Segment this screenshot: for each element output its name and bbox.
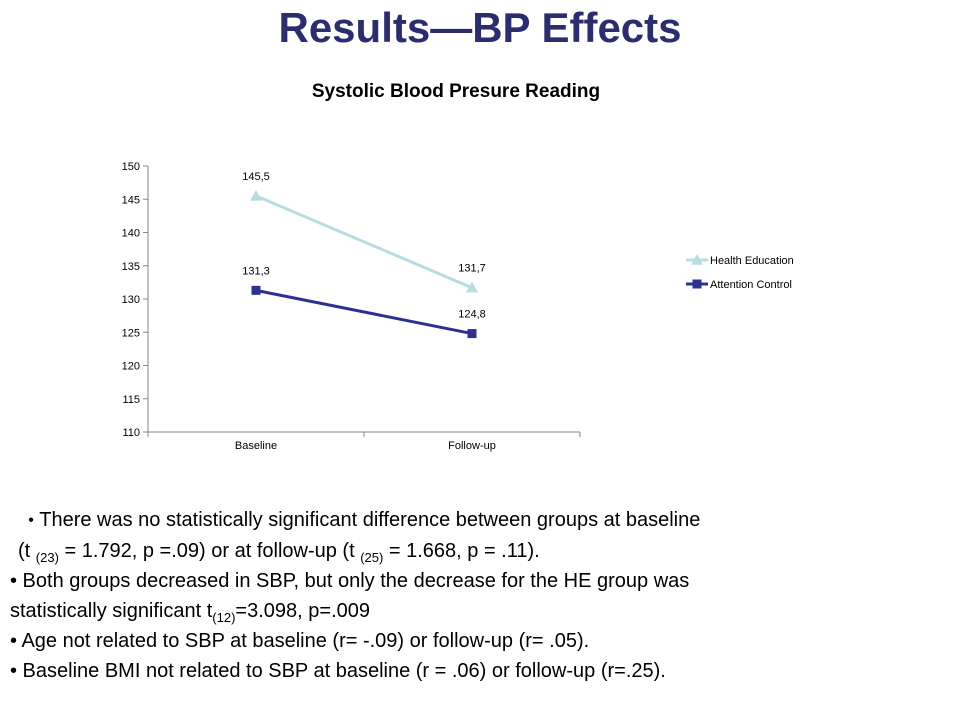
stat-text: (t	[18, 539, 36, 562]
bullet-baseline-difference: ● There was no statistically significant…	[10, 505, 950, 536]
bullet-sbp-decrease: • Both groups decreased in SBP, but only…	[10, 569, 690, 592]
y-tick-label: 115	[122, 394, 140, 406]
data-point	[467, 329, 477, 339]
stat-subscript: (23)	[35, 549, 59, 565]
series-line	[255, 194, 473, 290]
bullet-dot-icon: ●	[28, 514, 35, 526]
line-chart: Systolic Blood Presure Reading 110 115 120…	[122, 81, 794, 452]
plot-area: 110 115 120 125 130 135 140 145 150 Baseline Follo…	[122, 161, 794, 452]
data-point	[466, 281, 478, 293]
bullet-baseline-stats: (t (23) = 1.792, p =.09) or at follow-up…	[10, 536, 950, 566]
stat-subscript: (12)	[212, 609, 236, 625]
data-label: 131,7	[458, 263, 486, 275]
stat-text: =3.098, p=.009	[235, 599, 370, 622]
legend-marker	[691, 254, 703, 265]
series-line	[255, 288, 473, 336]
x-tick-label: Follow-up	[448, 440, 496, 452]
legend-label: Health Education	[710, 255, 794, 267]
chart-title: Systolic Blood Presure Reading	[312, 81, 600, 102]
y-tick-label: 110	[122, 427, 140, 439]
data-point	[251, 285, 261, 295]
slide-title: Results—BP Effects	[278, 4, 682, 51]
y-tick-label: 140	[122, 228, 140, 240]
data-label: 124,8	[458, 309, 486, 321]
stat-text: statistically significant t	[10, 599, 213, 622]
x-tick-label: Baseline	[235, 440, 277, 452]
data-label: 131,3	[242, 265, 270, 277]
stat-text: = 1.792, p =.09) or at follow-up (t	[58, 539, 361, 562]
bullet-text: There was no statistically significant d…	[39, 509, 701, 531]
stat-text: = 1.668, p = .11).	[383, 539, 540, 562]
data-label: 145,5	[242, 171, 270, 183]
y-tick-label: 125	[122, 327, 140, 339]
y-tick-label: 145	[122, 194, 140, 206]
bullet-sbp-significance: statistically significant t(12)=3.098, p…	[10, 596, 950, 626]
findings-list: ● There was no statistically significant…	[10, 505, 950, 686]
legend-marker	[692, 279, 702, 289]
data-point	[250, 189, 262, 201]
y-tick-label: 135	[122, 261, 140, 273]
bullet-bmi: • Baseline BMI not related to SBP at bas…	[10, 659, 666, 682]
y-tick-label: 130	[122, 294, 140, 306]
y-tick-label: 120	[122, 361, 140, 373]
y-tick-label: 150	[122, 161, 140, 173]
bullet-age: • Age not related to SBP at baseline (r=…	[10, 629, 590, 652]
stat-subscript: (25)	[360, 549, 384, 565]
legend-label: Attention Control	[710, 279, 792, 291]
